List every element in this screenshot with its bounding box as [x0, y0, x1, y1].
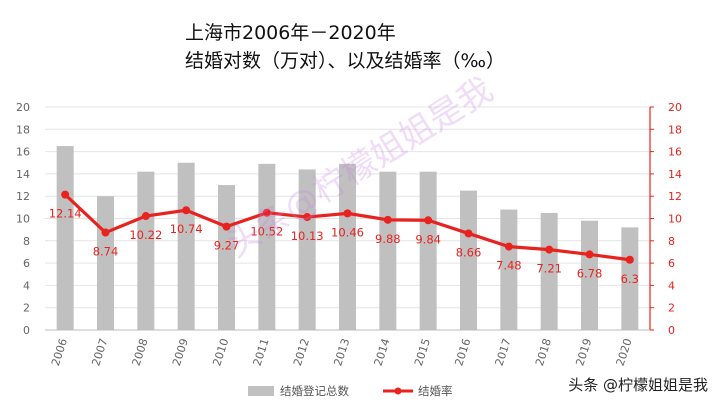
- right-tick-label: 6: [668, 257, 675, 270]
- right-tick-label: 0: [668, 324, 675, 337]
- rate-point: [504, 242, 513, 251]
- x-tick-label: 2008: [130, 337, 151, 368]
- rate-data-label: 9.84: [415, 232, 441, 246]
- bar: [137, 171, 155, 330]
- left-tick-label: 20: [16, 101, 30, 114]
- x-tick-label: 2014: [372, 337, 393, 368]
- legend-bar-swatch: [248, 386, 274, 396]
- bar: [218, 185, 235, 330]
- source-tag: 头条 @柠檬姐姐是我: [568, 376, 708, 394]
- bar: [460, 190, 477, 330]
- bar: [379, 171, 397, 330]
- bar: [581, 220, 598, 330]
- bar: [339, 163, 356, 330]
- left-tick-label: 10: [16, 213, 30, 226]
- x-tick-label: 2015: [412, 337, 433, 368]
- x-tick-label: 2019: [573, 337, 594, 368]
- bar: [177, 162, 195, 330]
- right-tick-label: 12: [668, 190, 682, 203]
- right-tick-label: 8: [668, 235, 675, 248]
- rate-point: [383, 215, 392, 224]
- bar: [621, 227, 639, 330]
- rate-point: [222, 222, 231, 231]
- rate-data-label: 10.52: [250, 225, 283, 239]
- legend-bar-label: 结婚登记总数: [280, 384, 349, 398]
- rate-data-label: 9.27: [214, 239, 240, 253]
- left-tick-label: 0: [23, 324, 30, 337]
- rate-point: [585, 250, 594, 259]
- rate-point: [182, 206, 191, 215]
- x-tick-label: 2016: [452, 337, 473, 368]
- x-tick-label: 2020: [614, 337, 635, 368]
- rate-point: [545, 245, 554, 254]
- x-tick-label: 2017: [493, 337, 514, 368]
- x-tick-label: 2009: [170, 337, 191, 368]
- rate-point: [424, 216, 433, 225]
- line-series: [61, 190, 634, 264]
- bar: [298, 169, 316, 330]
- right-axis: 0 2 4 6 8 10 12 14 16 18 20: [649, 101, 682, 337]
- rate-data-label: 10.74: [170, 222, 203, 236]
- rate-point: [303, 213, 312, 222]
- left-tick-label: 6: [23, 257, 30, 270]
- left-tick-label: 8: [23, 235, 30, 248]
- rate-data-label: 10.13: [291, 229, 324, 243]
- rate-point: [343, 209, 352, 218]
- legend-line-label: 结婚率: [418, 384, 453, 398]
- left-tick-label: 18: [16, 123, 30, 136]
- rate-data-label: 6.3: [621, 272, 639, 286]
- rate-data-label: 6.78: [577, 266, 603, 280]
- x-tick-label: 2007: [89, 337, 110, 368]
- bar: [500, 209, 518, 330]
- rate-data-label: 10.46: [331, 225, 364, 239]
- x-tick-label: 2011: [251, 337, 272, 368]
- right-tick-label: 18: [668, 123, 682, 136]
- left-tick-label: 2: [23, 302, 30, 315]
- legend: 结婚登记总数 结婚率: [248, 384, 453, 398]
- bar-series: [56, 146, 639, 330]
- rate-data-label: 7.48: [496, 259, 522, 273]
- rate-data-label: 10.22: [129, 228, 162, 242]
- x-tick-label: 2006: [49, 337, 70, 368]
- x-tick-label: 2013: [331, 337, 352, 368]
- rate-point: [141, 212, 150, 221]
- data-labels: 12.14 8.74 10.22 10.74 9.27 10.52 10.13 10.46 9.…: [49, 207, 639, 286]
- chart-title-line2: 结婚对数（万对）、以及结婚率（‰）: [185, 50, 505, 72]
- x-tick-label: 2010: [210, 337, 231, 368]
- rate-data-label: 8.74: [93, 245, 119, 259]
- bar: [258, 163, 276, 330]
- left-tick-label: 14: [16, 168, 30, 181]
- bar: [56, 146, 74, 330]
- rate-data-label: 9.88: [375, 232, 401, 246]
- bar: [540, 212, 558, 330]
- right-tick-label: 4: [668, 279, 675, 292]
- rate-data-label: 7.21: [536, 262, 562, 276]
- rate-data-label: 8.66: [456, 245, 482, 259]
- right-tick-label: 20: [668, 101, 682, 114]
- x-tick-label: 2012: [291, 337, 312, 368]
- right-tick-label: 14: [668, 168, 682, 181]
- rate-point: [61, 190, 70, 199]
- rate-point: [464, 229, 473, 238]
- chart-title-line1: 上海市2006年－2020年: [185, 22, 396, 44]
- rate-point: [262, 208, 271, 217]
- left-tick-label: 12: [16, 190, 30, 203]
- bar: [97, 196, 114, 330]
- rate-data-label: 12.14: [49, 207, 82, 221]
- x-axis: 2006 2007 2008 2009 2010 2011 2012 2013 2014 2015…: [45, 329, 650, 368]
- left-tick-label: 16: [16, 146, 30, 159]
- rate-point: [101, 228, 110, 237]
- x-tick-label: 2018: [533, 337, 554, 368]
- left-axis: 0 2 4 6 8 10 12 14 16 18 20: [16, 101, 30, 337]
- right-tick-label: 10: [668, 213, 682, 226]
- rate-point: [625, 255, 634, 264]
- left-tick-label: 4: [23, 279, 30, 292]
- right-tick-label: 2: [668, 302, 675, 315]
- bar: [419, 171, 437, 330]
- legend-line-marker: [394, 387, 402, 395]
- right-tick-label: 16: [668, 146, 682, 159]
